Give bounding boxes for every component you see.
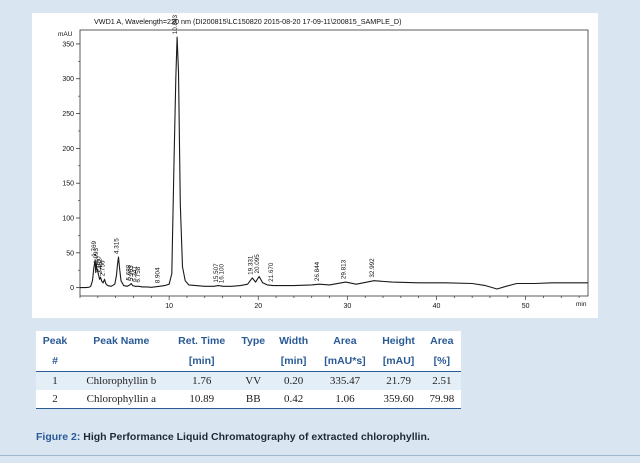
cell-width: 0.20 xyxy=(271,371,316,390)
col-unit-height: [mAU] xyxy=(374,351,423,372)
peak-label: 15.507 xyxy=(213,263,220,283)
x-tick-label: 30 xyxy=(343,303,351,310)
peak-label: 2.452 xyxy=(97,258,104,274)
peak-label: 21.670 xyxy=(268,262,275,282)
peak-label: 5.963 xyxy=(128,265,135,281)
cell-peak-name: Chlorophyllin a xyxy=(74,390,169,409)
x-axis-unit-label: min xyxy=(576,301,587,308)
cell-type: VV xyxy=(234,371,272,390)
plot-frame xyxy=(79,29,589,297)
col-unit-peak-number: # xyxy=(36,351,75,372)
cell-ret-time: 10.89 xyxy=(168,390,235,409)
y-tick-label: 0 xyxy=(70,285,74,292)
chart-title: VWD1 A, Wavelength=220 nm (DI200815\LC15… xyxy=(94,17,401,26)
cell-ret-time: 1.76 xyxy=(168,371,235,390)
col-header-peak-name: Peak Name xyxy=(74,331,169,351)
y-tick-label: 50 xyxy=(66,250,74,257)
col-unit-peak-name xyxy=(74,351,169,372)
peak-label: 1.769 xyxy=(91,241,98,257)
col-unit-type xyxy=(234,351,272,372)
y-tick-label: 200 xyxy=(62,146,74,153)
col-header-height: Height xyxy=(374,331,423,351)
y-tick-label: 350 xyxy=(62,41,74,48)
peak-label: 5.688 xyxy=(126,264,133,280)
peak-label: 32.992 xyxy=(369,258,376,278)
peak-label: 6.341 xyxy=(132,266,139,282)
bottom-divider xyxy=(0,455,640,456)
caption-text: High Performance Liquid Chromatography o… xyxy=(80,431,430,443)
peak-label: 2.300 xyxy=(95,256,102,272)
cell-type: BB xyxy=(234,390,272,409)
peak-label: 29.813 xyxy=(341,259,348,279)
chromatogram-chart: VWD1 A, Wavelength=220 nm (DI200815\LC15… xyxy=(58,14,589,310)
col-header-width: Width xyxy=(271,331,316,351)
col-header-ret-time: Ret. Time xyxy=(168,331,235,351)
y-tick-label: 300 xyxy=(62,76,74,83)
y-tick-label: 150 xyxy=(62,181,74,188)
col-unit-area-percent: [%] xyxy=(422,351,461,372)
cell-height: 21.79 xyxy=(374,371,423,390)
x-tick-label: 10 xyxy=(165,303,173,310)
cell-area: 1.06 xyxy=(315,390,375,409)
table-header-row: Peak Peak Name Ret. Time Type Width Area… xyxy=(36,331,461,351)
col-unit-width: [min] xyxy=(271,351,316,372)
peak-table: Peak Peak Name Ret. Time Type Width Area… xyxy=(36,331,461,409)
peak-label: 2.756 xyxy=(100,260,107,276)
peak-label: 1.993 xyxy=(93,247,100,263)
peak-label: 10.893 xyxy=(172,14,179,34)
cell-peak-number: 2 xyxy=(36,390,75,409)
peak-table-container: Peak Peak Name Ret. Time Type Width Area… xyxy=(36,331,461,409)
y-axis-unit-label: mAU xyxy=(58,31,73,38)
cell-peak-number: 1 xyxy=(36,371,75,390)
table-row: 2 Chlorophyllin a 10.89 BB 0.42 1.06 359… xyxy=(36,390,461,409)
cell-peak-name: Chlorophyllin b xyxy=(74,371,169,390)
cell-area-percent: 79.98 xyxy=(422,390,461,409)
col-header-area-percent: Area xyxy=(422,331,461,351)
y-tick-label: 250 xyxy=(62,111,74,118)
peak-label: 6.758 xyxy=(135,266,142,282)
x-tick-label: 20 xyxy=(254,303,262,310)
y-tick-label: 100 xyxy=(62,216,74,223)
x-tick-label: 40 xyxy=(433,303,441,310)
col-header-area: Area xyxy=(315,331,375,351)
table-row: 1 Chlorophyllin b 1.76 VV 0.20 335.47 21… xyxy=(36,371,461,390)
col-header-type: Type xyxy=(234,331,272,351)
chromatogram-panel: VWD1 A, Wavelength=220 nm (DI200815\LC15… xyxy=(32,13,598,318)
cell-area-percent: 2.51 xyxy=(422,371,461,390)
x-tick-label: 50 xyxy=(522,303,530,310)
cell-width: 0.42 xyxy=(271,390,316,409)
peak-label: 20.095 xyxy=(254,254,261,274)
peak-label: 8.904 xyxy=(154,267,161,283)
cell-area: 335.47 xyxy=(315,371,375,390)
peak-label: 4.315 xyxy=(113,238,120,254)
caption-lead: Figure 2: xyxy=(36,431,81,443)
cell-height: 359.60 xyxy=(374,390,423,409)
peak-label: 16.100 xyxy=(218,263,225,283)
chromatogram-trace xyxy=(80,36,588,290)
peak-label: 26.844 xyxy=(314,261,321,281)
figure-caption: Figure 2: High Performance Liquid Chroma… xyxy=(36,431,430,443)
col-unit-ret-time: [min] xyxy=(168,351,235,372)
col-unit-area: [mAU*s] xyxy=(315,351,375,372)
col-header-peak-number: Peak xyxy=(36,331,75,351)
peak-label: 19.331 xyxy=(247,255,254,275)
table-header-units-row: # [min] [min] [mAU*s] [mAU] [%] xyxy=(36,351,461,372)
